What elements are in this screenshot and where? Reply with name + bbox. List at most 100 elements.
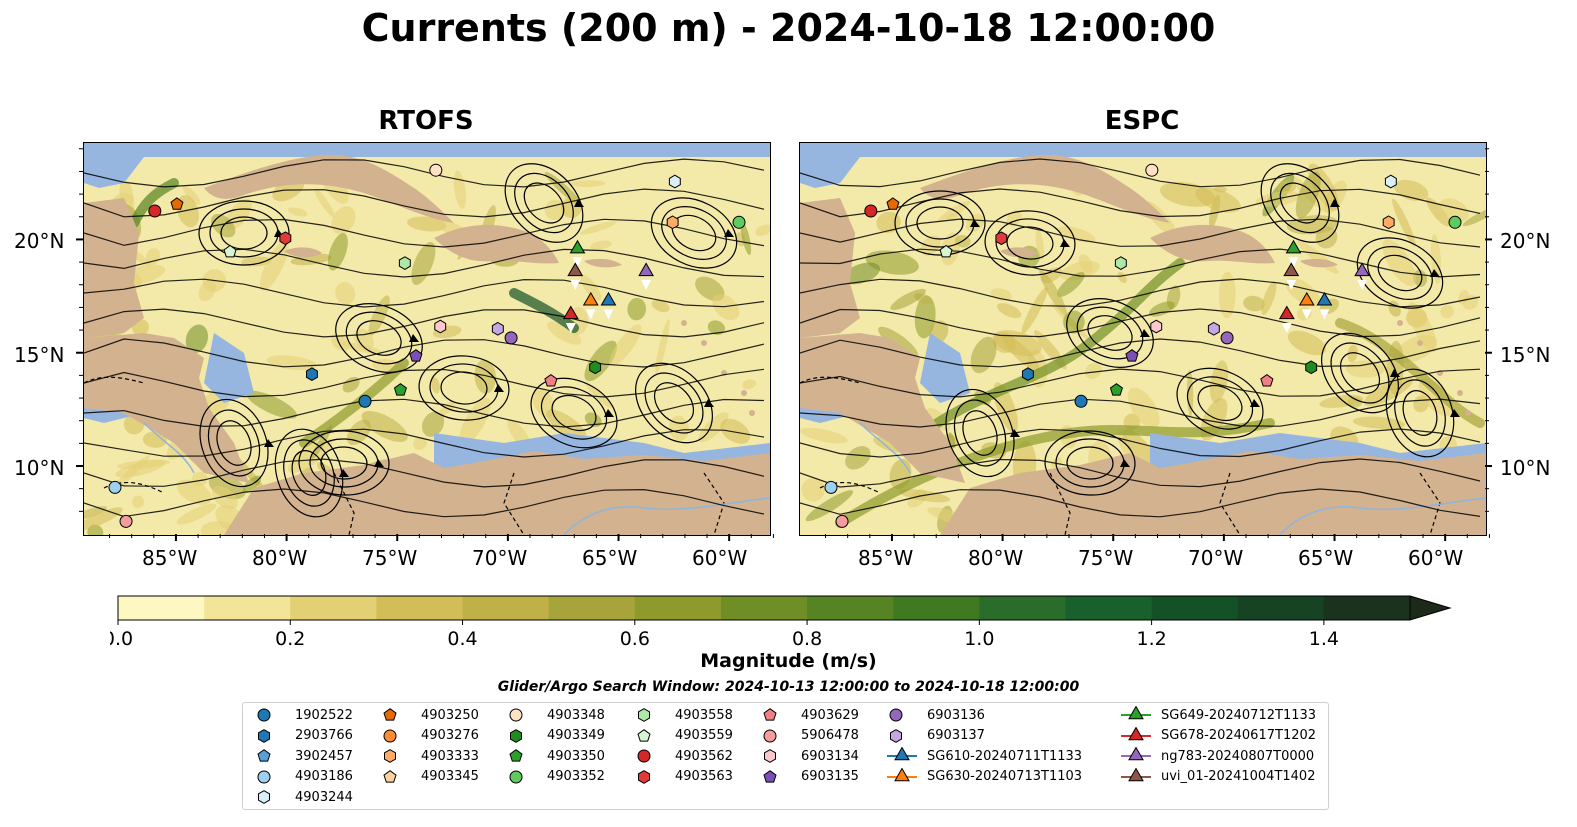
legend-marker[interactable] (1128, 726, 1144, 740)
legend-marker[interactable] (509, 770, 523, 783)
legend-marker[interactable] (258, 790, 270, 804)
current-streamlines (800, 158, 1481, 518)
marker-4903629[interactable] (544, 373, 558, 387)
marker-4903563[interactable] (995, 231, 1008, 246)
legend-marker[interactable] (638, 708, 650, 722)
legend-marker[interactable] (383, 708, 397, 721)
marker-4903186[interactable] (824, 480, 838, 494)
marker-4903350[interactable] (1109, 383, 1123, 396)
legend-item: 6903134 (761, 747, 859, 765)
legend-marker[interactable] (637, 728, 651, 742)
marker-4903350[interactable] (393, 383, 407, 396)
legend-marker[interactable] (384, 749, 396, 763)
colorbar-segment (634, 596, 722, 620)
legend-marker[interactable] (764, 749, 776, 763)
legend-marker[interactable] (509, 708, 523, 722)
map-canvas-espc[interactable] (800, 143, 1486, 535)
observation-markers (824, 163, 1462, 528)
marker-6903137[interactable] (1207, 321, 1220, 336)
marker-6903134[interactable] (434, 319, 447, 334)
marker-SG649-20240712T1133[interactable] (569, 239, 586, 254)
marker-4903349[interactable] (1305, 360, 1318, 375)
marker-4903348[interactable] (1145, 163, 1159, 177)
legend-marker[interactable] (1128, 747, 1144, 761)
legend-item: 2903766 (255, 727, 353, 745)
legend-label: SG678-20240617T1202 (1161, 728, 1317, 743)
legend-label: 6903135 (801, 769, 859, 784)
marker-1902522[interactable] (1074, 394, 1088, 408)
marker-4903629[interactable] (1260, 373, 1274, 387)
legend-marker[interactable] (258, 728, 270, 743)
legend-marker[interactable] (889, 708, 903, 722)
map-panel-rtofs[interactable] (83, 142, 771, 536)
colorbar-segment (290, 596, 377, 620)
marker-4903244[interactable] (1384, 174, 1397, 189)
marker-SG678-20240617T1202[interactable] (562, 305, 579, 320)
marker-6903136[interactable] (1220, 331, 1234, 345)
marker-4903244[interactable] (668, 174, 681, 189)
marker-1902522[interactable] (358, 394, 372, 408)
legend-marker[interactable] (257, 749, 271, 762)
marker-ng783-20240807T0000[interactable] (638, 262, 654, 277)
marker-ng783-20240807T0000[interactable] (1354, 262, 1370, 277)
marker-5906478[interactable] (119, 514, 133, 528)
marker-6903135[interactable] (409, 349, 423, 362)
marker-SG649-20240712T1133[interactable] (1285, 239, 1302, 254)
legend-marker[interactable] (257, 770, 271, 783)
marker-SG610-20240711T1133[interactable] (600, 291, 617, 306)
legend-marker[interactable] (894, 747, 910, 761)
legend-marker[interactable] (383, 769, 397, 783)
marker-4903559[interactable] (223, 244, 237, 258)
legend-marker[interactable] (763, 769, 777, 783)
marker-6903136[interactable] (504, 331, 518, 345)
marker-4903352[interactable] (1448, 215, 1462, 229)
colorbar-tick-label: 1.0 (964, 628, 994, 650)
legend-label: 4903558 (675, 707, 733, 723)
legend-marker[interactable] (257, 708, 271, 722)
legend-marker[interactable] (637, 749, 651, 763)
marker-4903333[interactable] (666, 215, 679, 230)
legend-marker[interactable] (1128, 767, 1144, 781)
marker-SG630-20240713T1103[interactable] (1298, 291, 1315, 306)
marker-6903134[interactable] (1150, 319, 1163, 334)
marker-4903250[interactable] (886, 197, 900, 210)
marker-4903250[interactable] (170, 197, 184, 210)
marker-4903563[interactable] (279, 231, 292, 246)
legend-marker[interactable] (510, 728, 522, 743)
marker-4903562[interactable] (148, 204, 162, 218)
map-panel-espc[interactable] (799, 142, 1487, 536)
legend-item: 6903136 (887, 706, 985, 724)
legend-marker[interactable] (890, 728, 902, 743)
lat-label-10n-left: 10°N (14, 456, 65, 480)
circle-marker-icon (889, 708, 903, 722)
marker-6903135[interactable] (1125, 349, 1139, 362)
marker-2903766[interactable] (306, 367, 318, 381)
marker-4903186[interactable] (108, 480, 122, 494)
marker-4903559[interactable] (939, 244, 953, 258)
marker-4903352[interactable] (732, 215, 746, 229)
hexagon-marker-icon (258, 728, 270, 743)
legend-marker[interactable] (509, 749, 523, 762)
legend-marker[interactable] (763, 729, 777, 742)
marker-SG678-20240617T1202[interactable] (1278, 305, 1295, 320)
marker-6903137[interactable] (491, 321, 504, 336)
map-canvas-rtofs[interactable] (84, 143, 770, 535)
legend-marker[interactable] (638, 769, 650, 784)
legend-marker[interactable] (894, 767, 910, 781)
legend-marker[interactable] (1128, 706, 1144, 720)
marker-4903558[interactable] (1114, 256, 1127, 270)
marker-uvi_01-20241004T1402[interactable] (567, 262, 584, 277)
marker-4903562[interactable] (864, 204, 878, 218)
marker-uvi_01-20241004T1402[interactable] (1283, 262, 1300, 277)
marker-2903766[interactable] (1022, 367, 1034, 381)
pentagon-marker-icon (257, 749, 271, 762)
legend-marker[interactable] (763, 708, 777, 721)
marker-SG610-20240711T1133[interactable] (1316, 291, 1333, 306)
marker-SG630-20240713T1103[interactable] (582, 291, 599, 306)
marker-4903558[interactable] (398, 256, 411, 270)
marker-5906478[interactable] (835, 514, 849, 528)
marker-4903349[interactable] (589, 360, 602, 375)
legend-marker[interactable] (383, 729, 397, 742)
marker-4903348[interactable] (429, 163, 443, 177)
marker-4903333[interactable] (1382, 215, 1395, 230)
